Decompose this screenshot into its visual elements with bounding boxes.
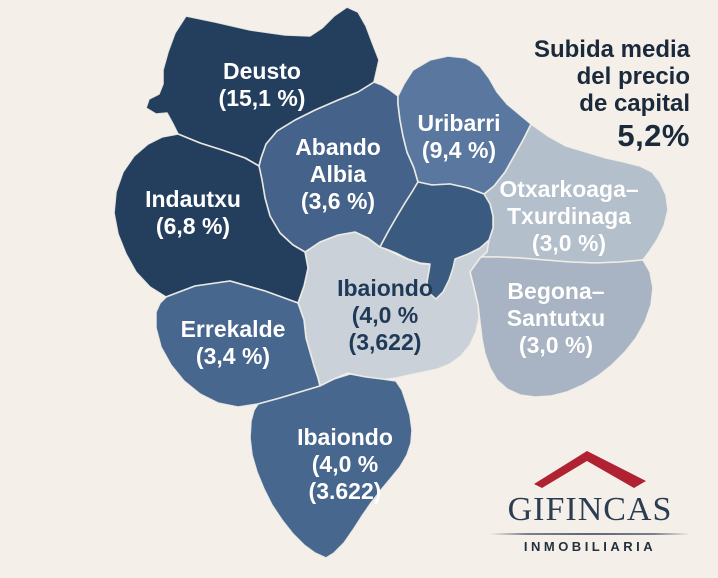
average-increase-value: 5,2% bbox=[617, 118, 690, 153]
headline-line1: Subida media bbox=[533, 36, 690, 63]
indautxu-name: Indautxu bbox=[145, 186, 241, 212]
region-begona-shape bbox=[467, 256, 654, 398]
roof-icon bbox=[534, 451, 646, 488]
headline-line2: del precio bbox=[576, 63, 690, 90]
begona-name-line2: Santutxu bbox=[506, 305, 606, 331]
ibaiondo-south-value1: (4,0 % bbox=[311, 451, 379, 477]
logo-divider bbox=[490, 533, 690, 535]
label-ibaiondo-south: Ibaiondo (4,0 % (3.622) bbox=[297, 424, 393, 505]
uribarri-value: (9,4 %) bbox=[421, 137, 497, 163]
deusto-name: Deusto bbox=[223, 58, 301, 84]
headline-line3: de capital bbox=[579, 90, 690, 117]
label-uribarri: Uribarri (9,4 %) bbox=[417, 110, 500, 164]
ibaiondo-south-value2: (3.622) bbox=[308, 478, 382, 504]
headline: Subida media del precio de capital 5,2% bbox=[534, 36, 690, 153]
region-uribarri-shape bbox=[397, 55, 532, 195]
errekalde-name: Errekalde bbox=[180, 316, 286, 342]
otxarkoaga-value: (3,0 %) bbox=[531, 230, 607, 256]
gifincas-logo: GIFINCAS INMOBILIARIA bbox=[486, 448, 694, 554]
region-ibaiondo-south-shape bbox=[249, 373, 413, 559]
region-unnamed-shape bbox=[379, 181, 494, 300]
ibaiondo-center-name: Ibaiondo bbox=[337, 275, 433, 301]
abando-value: (3,6 %) bbox=[300, 188, 376, 214]
errekalde-value: (3,4 %) bbox=[195, 343, 271, 369]
otxarkoaga-name-line1: Otxarkoaga– bbox=[499, 176, 639, 202]
begona-name-line1: Begona– bbox=[507, 278, 605, 304]
deusto-value: (15,1 %) bbox=[218, 85, 306, 111]
logo-tagline-text: INMOBILIARIA bbox=[523, 539, 657, 554]
ibaiondo-center-value1: (4,0 % bbox=[351, 302, 419, 328]
label-deusto: Deusto (15,1 %) bbox=[219, 58, 306, 112]
indautxu-value: (6,8 %) bbox=[155, 213, 231, 239]
label-ibaiondo-center: Ibaiondo (4,0 % (3,622) bbox=[337, 275, 433, 356]
abando-name-line1: Abando bbox=[295, 134, 381, 160]
otxarkoaga-name-line2: Txurdinaga bbox=[507, 203, 631, 229]
ibaiondo-south-name: Ibaiondo bbox=[297, 424, 393, 450]
begona-value: (3,0 %) bbox=[518, 332, 594, 358]
logo-brand-text: GIFINCAS bbox=[507, 491, 673, 528]
label-begona: Begona– Santutxu (3,0 %) bbox=[507, 278, 605, 359]
region-deusto-shape bbox=[145, 6, 380, 167]
label-errekalde: Errekalde (3,4 %) bbox=[181, 316, 286, 370]
label-abando-albia: Abando Albia (3,6 %) bbox=[295, 134, 381, 215]
uribarri-name: Uribarri bbox=[417, 110, 501, 136]
ibaiondo-center-value2: (3,622) bbox=[348, 329, 422, 355]
label-otxarkoaga: Otxarkoaga– Txurdinaga (3,0 %) bbox=[499, 176, 638, 257]
abando-name-line2: Albia bbox=[309, 161, 367, 187]
label-indautxu: Indautxu (6,8 %) bbox=[145, 186, 241, 240]
